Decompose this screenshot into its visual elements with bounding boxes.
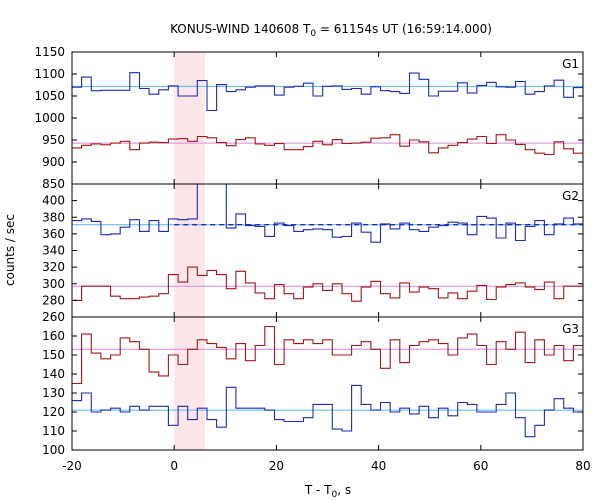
- y-tick-label-G2: 400: [42, 194, 65, 208]
- panel-frame-G1: [71, 51, 584, 185]
- y-tick-label-G2: 260: [42, 310, 65, 324]
- x-tick-label: 60: [473, 459, 488, 473]
- x-tick-label: 80: [575, 459, 590, 473]
- y-tick-label-G1: 1000: [34, 111, 65, 125]
- y-tick-label-G3: 140: [42, 367, 65, 381]
- y-tick-label-G2: 360: [42, 227, 65, 241]
- y-tick-label-G1: 900: [42, 155, 65, 169]
- series-G1-red: [72, 134, 583, 156]
- y-tick-label-G3: 120: [42, 405, 65, 419]
- chart-title: KONUS-WIND 140608 T0 = 61154s UT (16:59:…: [170, 22, 492, 39]
- panel-label-G2: G2: [562, 189, 579, 203]
- y-tick-label-G2: 280: [42, 293, 65, 307]
- panel-label-G1: G1: [562, 57, 579, 71]
- y-tick-label-G1: 1100: [34, 67, 65, 81]
- y-axis-label: counts / sec: [3, 214, 17, 286]
- y-tick-label-G2: 380: [42, 210, 65, 224]
- y-tick-label-G2: 320: [42, 260, 65, 274]
- series-G2-red: [72, 266, 583, 302]
- y-tick-label-G2: 340: [42, 244, 65, 258]
- y-tick-label-G1: 1150: [34, 45, 65, 59]
- y-tick-label-G3: 110: [42, 424, 65, 438]
- panel-label-G3: G3: [562, 322, 579, 336]
- x-tick-label: -20: [62, 459, 82, 473]
- x-tick-label: 40: [371, 459, 386, 473]
- series-G3-blue: [72, 384, 583, 438]
- series-G2-blue: [72, 184, 583, 243]
- x-axis-label: T - T0, s: [304, 483, 351, 500]
- series-G1-blue: [72, 72, 583, 112]
- y-tick-label-G3: 100: [42, 443, 65, 457]
- x-tick-label: 0: [170, 459, 178, 473]
- shaded-interval: [174, 52, 205, 450]
- y-tick-label-G3: 150: [42, 348, 65, 362]
- panel-frame-G3: [71, 316, 584, 451]
- y-tick-label-G3: 160: [42, 329, 65, 343]
- y-tick-label-G3: 130: [42, 386, 65, 400]
- y-tick-label-G2: 300: [42, 277, 65, 291]
- series-G3-red: [72, 325, 583, 385]
- y-tick-label-G1: 950: [42, 133, 65, 147]
- x-tick-label: 20: [269, 459, 284, 473]
- y-tick-label-G1: 1050: [34, 89, 65, 103]
- y-tick-label-G1: 850: [42, 177, 65, 191]
